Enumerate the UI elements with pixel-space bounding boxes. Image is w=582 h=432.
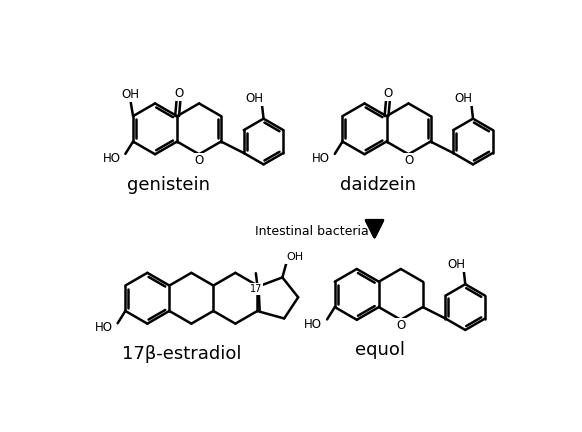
Text: O: O [174, 87, 183, 100]
Text: HO: HO [102, 152, 120, 165]
Text: O: O [404, 154, 413, 167]
Text: HO: HO [95, 321, 113, 334]
Text: OH: OH [447, 258, 465, 271]
Text: OH: OH [455, 92, 473, 105]
Text: 17: 17 [250, 284, 262, 294]
Text: Intestinal bacteria: Intestinal bacteria [254, 225, 368, 238]
Text: O: O [194, 154, 204, 167]
Text: OH: OH [286, 252, 303, 262]
Text: daidzein: daidzein [340, 176, 416, 194]
Text: HO: HO [304, 318, 322, 330]
Text: O: O [384, 87, 393, 100]
Text: O: O [396, 319, 406, 333]
Text: genistein: genistein [127, 176, 211, 194]
Text: OH: OH [245, 92, 263, 105]
Text: OH: OH [122, 88, 140, 101]
Text: 17β-estradiol: 17β-estradiol [122, 345, 242, 363]
Text: equol: equol [355, 341, 405, 359]
Text: HO: HO [312, 152, 330, 165]
